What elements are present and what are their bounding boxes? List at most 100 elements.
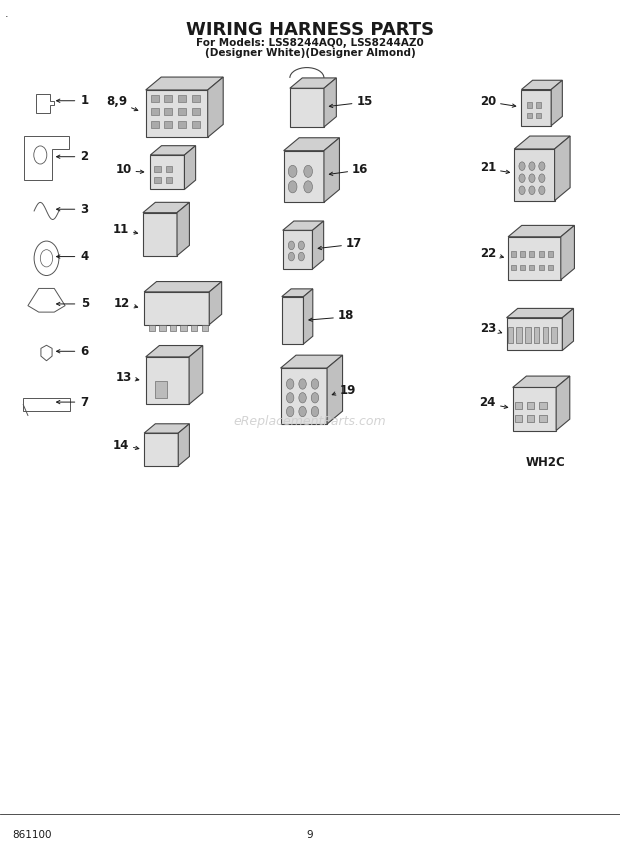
Polygon shape [324,138,340,202]
Polygon shape [284,151,324,202]
Text: 14: 14 [113,438,129,452]
Text: eReplacementParts.com: eReplacementParts.com [234,415,386,429]
Bar [151,121,159,128]
Bar [515,402,522,409]
Bar [539,265,544,270]
Bar [191,325,197,331]
Bar [539,251,544,257]
Polygon shape [290,78,336,89]
Text: 12: 12 [114,297,130,311]
Text: WIRING HARNESS PARTS: WIRING HARNESS PARTS [186,22,434,39]
Bar [529,251,534,257]
Bar [170,325,176,331]
Text: 5: 5 [81,297,89,311]
Circle shape [539,162,545,170]
Polygon shape [144,282,222,292]
Polygon shape [208,77,223,137]
Text: 861100: 861100 [12,830,52,840]
Bar [192,121,200,128]
Polygon shape [290,89,324,127]
Bar [164,108,172,115]
Text: 8,9: 8,9 [106,95,127,108]
Polygon shape [284,138,340,151]
Circle shape [519,174,525,183]
Bar [539,415,547,422]
Circle shape [311,379,319,389]
Circle shape [529,186,535,195]
Bar [151,95,159,102]
Polygon shape [324,78,336,127]
Bar [525,327,531,343]
Circle shape [286,379,294,389]
Polygon shape [146,90,208,137]
Bar [154,166,161,172]
Bar [149,325,155,331]
Text: 15: 15 [356,95,373,108]
Text: 10: 10 [115,163,131,177]
Polygon shape [146,77,223,90]
Circle shape [288,241,294,250]
Polygon shape [151,146,196,155]
Text: 9: 9 [307,830,313,840]
Polygon shape [144,433,179,466]
Bar [511,251,516,257]
Circle shape [299,379,306,389]
Bar [551,327,557,343]
Circle shape [286,406,294,417]
Circle shape [298,252,304,261]
Circle shape [311,393,319,403]
Text: WH2C: WH2C [526,455,565,469]
Bar [542,327,548,343]
Polygon shape [507,318,562,350]
Circle shape [299,406,306,417]
Bar [155,381,167,398]
Text: 4: 4 [81,250,89,263]
Polygon shape [177,202,190,256]
Polygon shape [280,355,342,369]
Text: 19: 19 [340,384,356,398]
Bar [154,177,161,183]
Bar [164,95,172,102]
Circle shape [539,174,545,183]
Bar [536,113,541,118]
Circle shape [288,165,297,177]
Bar [202,325,208,331]
Bar [151,108,159,115]
Text: 6: 6 [81,344,89,358]
Text: 22: 22 [480,246,496,260]
Text: 3: 3 [81,202,89,216]
Bar [539,402,547,409]
Bar [527,402,534,409]
Circle shape [299,393,306,403]
Bar [178,95,186,102]
Polygon shape [556,376,570,430]
Bar [159,325,166,331]
Bar [529,265,534,270]
Text: 13: 13 [115,370,131,384]
Bar [534,327,539,343]
Polygon shape [562,308,574,350]
Text: 16: 16 [352,163,368,177]
Text: 18: 18 [338,309,354,323]
Text: For Models: LSS8244AQ0, LSS8244AZ0: For Models: LSS8244AQ0, LSS8244AZ0 [196,38,424,48]
Circle shape [288,181,297,193]
Polygon shape [283,221,324,231]
Polygon shape [327,355,342,424]
Polygon shape [144,292,209,325]
Text: 21: 21 [480,161,496,175]
Text: 23: 23 [480,322,496,336]
Polygon shape [144,424,190,433]
Circle shape [304,181,312,193]
Bar [164,121,172,128]
Circle shape [519,186,525,195]
Polygon shape [143,202,190,213]
Polygon shape [304,289,312,344]
Polygon shape [146,345,203,356]
Bar [508,327,513,343]
Bar [527,113,532,118]
Bar [516,327,522,343]
Text: (Designer White)(Designer Almond): (Designer White)(Designer Almond) [205,48,415,59]
Text: 2: 2 [81,150,89,164]
Circle shape [311,406,319,417]
Polygon shape [209,282,222,325]
